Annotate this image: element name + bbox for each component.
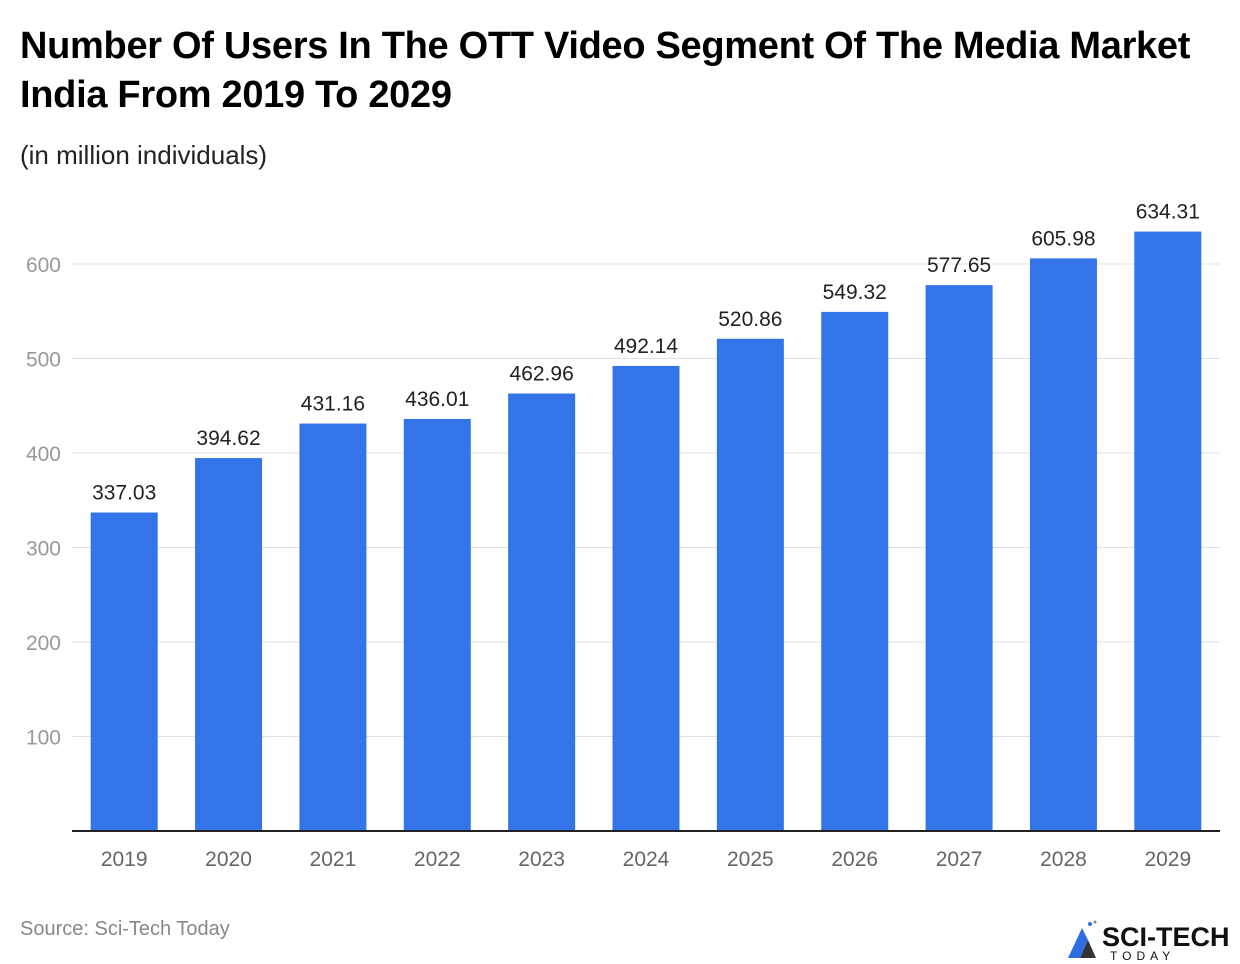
x-tick-label: 2021 — [310, 848, 357, 871]
bar-2024 — [612, 365, 680, 831]
bar-2029 — [1134, 231, 1202, 832]
data-label: 605.98 — [1031, 227, 1095, 250]
chart-subtitle: (in million individuals) — [20, 140, 268, 170]
x-tick-label: 2023 — [518, 848, 565, 871]
sci-tech-today-logo: SCI-TECH TODAY — [1068, 920, 1230, 962]
y-tick-label: 100 — [26, 727, 61, 750]
bar-2023 — [508, 393, 576, 831]
data-label: 431.16 — [301, 393, 365, 416]
y-tick-label: 200 — [26, 632, 61, 655]
data-label: 462.96 — [510, 363, 574, 386]
bar-2025 — [716, 338, 784, 831]
bar-2028 — [1029, 258, 1097, 832]
chart-title: Number Of Users In The OTT Video Segment… — [20, 25, 1191, 116]
y-tick-label: 500 — [26, 349, 61, 372]
x-tick-label: 2029 — [1144, 848, 1191, 871]
x-tick-label: 2022 — [414, 848, 461, 871]
x-tick-label: 2028 — [1040, 848, 1087, 871]
data-label: 492.14 — [614, 335, 679, 358]
x-tick-label: 2027 — [936, 848, 983, 871]
x-tick-label: 2020 — [205, 848, 252, 871]
y-tick-label: 600 — [26, 254, 61, 277]
y-tick-label: 300 — [26, 538, 61, 561]
y-tick-label: 400 — [26, 443, 61, 466]
bar-2019 — [90, 512, 158, 831]
data-label: 549.32 — [823, 281, 887, 304]
bar-2021 — [299, 423, 367, 831]
x-tick-label: 2024 — [623, 848, 670, 871]
svg-text:TODAY: TODAY — [1110, 949, 1175, 962]
x-tick-label: 2025 — [727, 848, 774, 871]
x-tick-label: 2019 — [101, 848, 148, 871]
bar-2020 — [195, 458, 263, 831]
data-label: 436.01 — [405, 388, 469, 411]
source-text: Source: Sci-Tech Today — [20, 918, 230, 940]
data-label: 337.03 — [92, 482, 156, 505]
data-label: 634.31 — [1136, 201, 1200, 224]
bar-2022 — [403, 418, 471, 831]
x-tick-label: 2026 — [831, 848, 878, 871]
svg-text:SCI-TECH: SCI-TECH — [1102, 922, 1230, 952]
data-label: 394.62 — [196, 427, 260, 450]
data-label: 520.86 — [718, 308, 782, 331]
data-label: 577.65 — [927, 254, 991, 277]
bar-2026 — [821, 311, 889, 832]
bar-2027 — [925, 285, 993, 832]
